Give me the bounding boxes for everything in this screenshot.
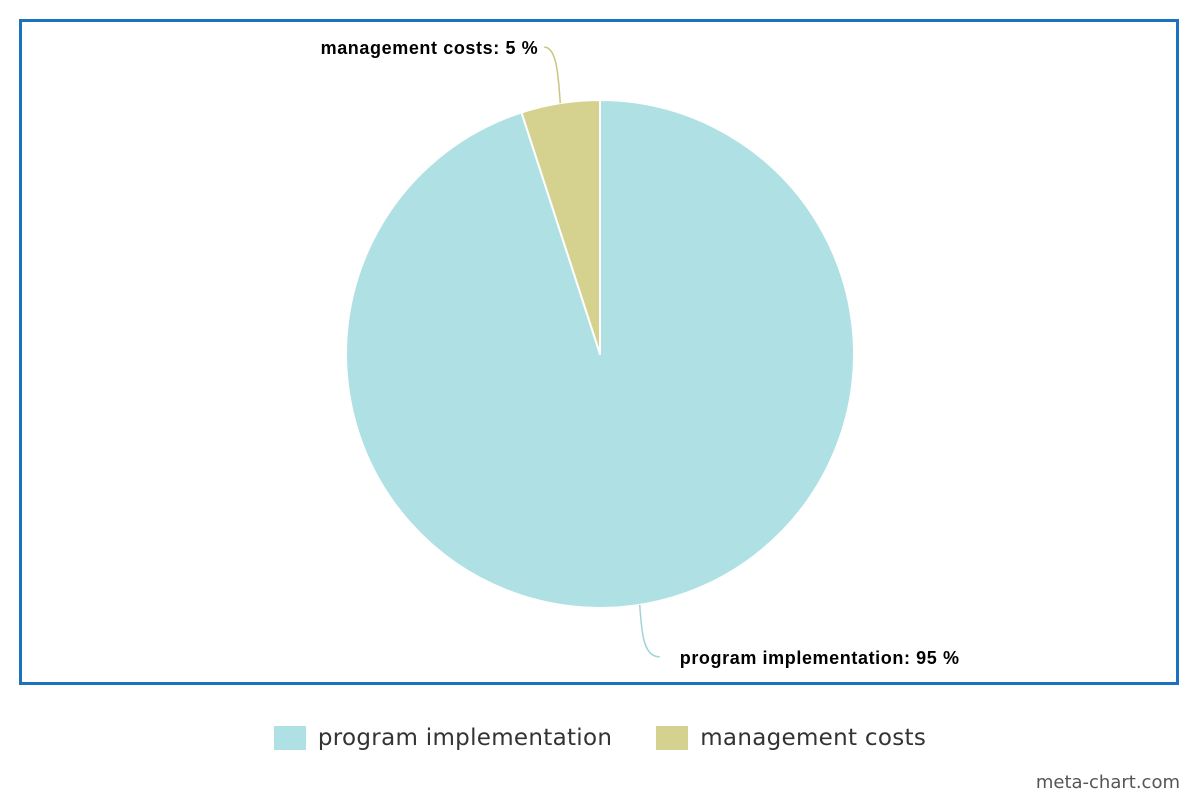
pie-chart: program implementation: 95 % management c…: [321, 38, 960, 668]
slice-label-management-costs: management costs: 5 %: [321, 38, 539, 58]
leader-line-program-implementation: [638, 604, 660, 658]
slice-label-program-implementation: program implementation: 95 %: [680, 648, 960, 668]
legend-item-management-costs[interactable]: management costs: [656, 725, 926, 751]
legend-swatch-program-implementation: [273, 726, 306, 750]
label-leader-lines: [544, 46, 660, 658]
legend-label-management-costs: management costs: [700, 725, 927, 751]
slice-labels: program implementation: 95 % management c…: [321, 38, 960, 668]
leader-line-management-costs: [544, 46, 562, 104]
legend-item-program-implementation[interactable]: program implementation: [273, 725, 613, 751]
chart-frame: [19, 19, 1179, 685]
legend-label-program-implementation: program implementation: [317, 725, 613, 751]
watermark-credit[interactable]: meta-chart.com: [1035, 772, 1180, 793]
legend-swatch-management-costs: [656, 726, 689, 750]
pie-slice-management-costs[interactable]: [520, 99, 601, 355]
pie-slice-program-implementation[interactable]: [345, 99, 855, 609]
legend: program implementation management costs: [0, 720, 1200, 756]
pie-slices: [345, 99, 855, 609]
